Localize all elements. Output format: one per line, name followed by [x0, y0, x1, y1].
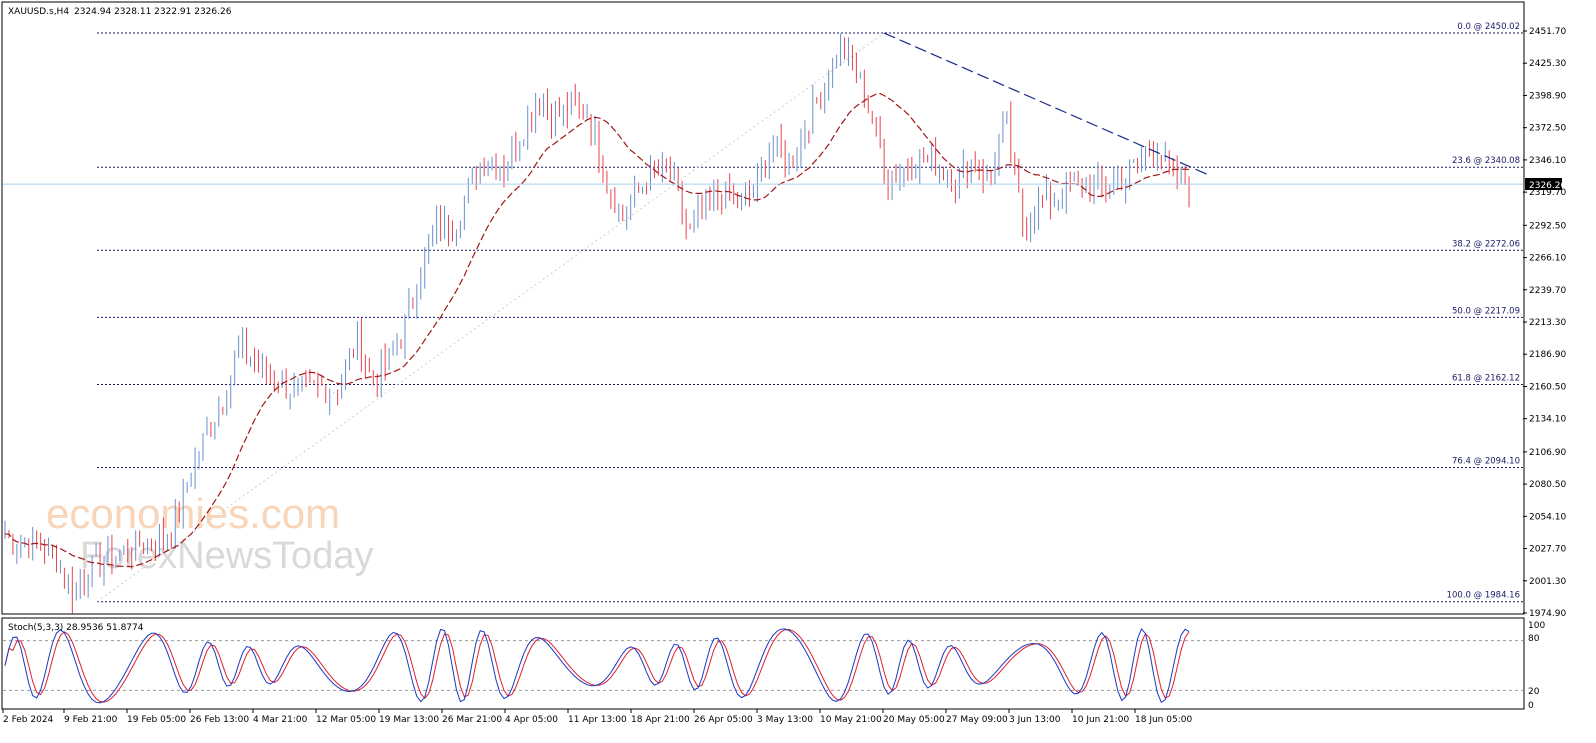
x-tick-label: 4 Mar 21:00: [253, 715, 308, 725]
fib-label: 100.0 @ 1984.16: [1447, 591, 1520, 601]
y-tick-label: 2106.90: [1529, 448, 1566, 458]
stoch-title: Stoch(5,3,3) 28.9536 51.8774: [8, 623, 144, 633]
price-axis: 1974.90 2001.30 2027.70 2054.10 2080.50 2106.…: [3, 27, 1566, 619]
x-tick-label: 26 Mar 21:00: [442, 715, 502, 725]
x-tick-label: 18 Apr 21:00: [631, 715, 690, 725]
x-tick-label: 27 May 09:00: [946, 715, 1008, 725]
y-tick-label: 2372.50: [1529, 124, 1566, 134]
fib-label: 76.4 @ 2094.10: [1452, 457, 1520, 467]
watermark-forexnewstoday: ForexNewsToday: [80, 535, 374, 577]
symbol-label: XAUUSD.s,H4: [8, 7, 69, 17]
fib-label: 50.0 @ 2217.09: [1452, 306, 1520, 316]
y-tick-label: 2186.90: [1529, 350, 1566, 360]
x-tick-label: 11 Apr 13:00: [568, 715, 627, 725]
fibonacci-levels: 0.0 @ 2450.02 23.6 @ 2340.08 38.2 @ 2272.0…: [96, 22, 1523, 603]
y-tick-label: 2054.10: [1529, 512, 1566, 522]
moving-average-line: [4, 92, 1190, 568]
fib-label: 23.6 @ 2340.08: [1452, 156, 1520, 166]
x-tick-label: 4 Apr 05:00: [505, 715, 558, 725]
x-tick-label: 12 Mar 05:00: [316, 715, 376, 725]
x-tick-label: 19 Feb 05:00: [127, 715, 186, 725]
trendline: [883, 32, 1209, 176]
x-tick-label: 3 Jun 13:00: [1009, 715, 1061, 725]
stoch-main-line: [4, 627, 1190, 704]
y-tick-label: 2398.90: [1529, 91, 1566, 101]
x-tick-label: 26 Apr 05:00: [694, 715, 753, 725]
time-axis: 2 Feb 2024 9 Feb 21:00 19 Feb 05:00 26 Feb …: [2, 709, 1192, 725]
y-tick-label: 2425.30: [1529, 59, 1566, 69]
x-tick-label: 3 May 13:00: [757, 715, 813, 725]
y-tick-label: 1974.90: [1529, 609, 1566, 619]
y-tick-label: 2239.70: [1529, 286, 1566, 296]
stochastic-oscillator: [3, 627, 1523, 704]
y-tick-label: 2080.50: [1529, 480, 1566, 490]
y-tick-label: 2213.30: [1529, 318, 1566, 328]
x-tick-label: 10 May 21:00: [820, 715, 882, 725]
ohlc-values: 2324.94 2328.11 2322.91 2326.26: [74, 7, 232, 17]
stoch-level-100: 100: [1528, 621, 1545, 631]
x-tick-label: 26 Feb 13:00: [190, 715, 249, 725]
x-tick-label: 19 Mar 13:00: [379, 715, 439, 725]
y-tick-label: 2027.70: [1529, 545, 1566, 555]
fib-label: 38.2 @ 2272.06: [1452, 239, 1520, 249]
main-pane-border: [1, 1, 1525, 615]
y-tick-label: 2160.50: [1529, 382, 1566, 392]
x-tick-label: 2 Feb 2024: [3, 715, 54, 725]
stoch-level-20: 20: [1528, 687, 1540, 697]
y-tick-label: 2451.70: [1529, 27, 1566, 37]
x-tick-label: 9 Feb 21:00: [64, 715, 118, 725]
y-tick-label: 2346.10: [1529, 156, 1566, 166]
watermark-economies: economies.com: [46, 490, 340, 537]
stoch-level-80: 80: [1528, 634, 1540, 644]
stoch-pane-border: [1, 617, 1525, 710]
fib-label: 61.8 @ 2162.12: [1452, 373, 1520, 383]
x-tick-label: 18 Jun 05:00: [1135, 715, 1192, 725]
y-tick-label: 2319.70: [1529, 188, 1566, 198]
stoch-level-0: 0: [1528, 701, 1534, 711]
x-tick-label: 20 May 05:00: [883, 715, 945, 725]
descending-trendline: [883, 32, 1209, 176]
fib-label: 0.0 @ 2450.02: [1457, 22, 1520, 32]
y-tick-label: 2134.10: [1529, 415, 1566, 425]
y-tick-label: 2266.10: [1529, 254, 1566, 264]
candles: [4, 33, 1190, 614]
x-tick-label: 10 Jun 21:00: [1072, 715, 1129, 725]
current-price-tag: [1525, 178, 1562, 190]
y-tick-label: 2292.50: [1529, 221, 1566, 231]
y-tick-label: 2001.30: [1529, 577, 1566, 587]
current-price-label: 2326.26: [1529, 181, 1566, 191]
fib-anchor-line: [96, 32, 885, 603]
moving-average: [4, 92, 1190, 568]
